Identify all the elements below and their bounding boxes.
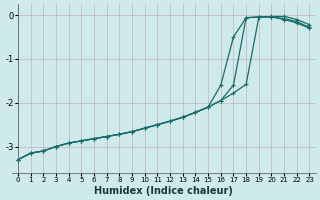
X-axis label: Humidex (Indice chaleur): Humidex (Indice chaleur) (94, 186, 233, 196)
